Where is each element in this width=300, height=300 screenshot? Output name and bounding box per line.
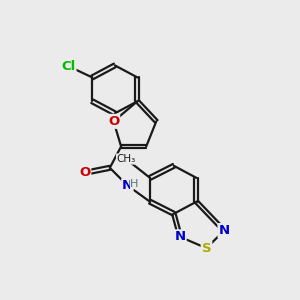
Text: Cl: Cl bbox=[61, 60, 76, 73]
Text: O: O bbox=[108, 115, 119, 128]
Text: N: N bbox=[218, 224, 230, 237]
Text: N: N bbox=[175, 230, 186, 243]
Text: H: H bbox=[130, 179, 139, 189]
Text: O: O bbox=[79, 166, 90, 179]
Text: N: N bbox=[122, 179, 133, 192]
Text: CH₃: CH₃ bbox=[116, 154, 136, 164]
Text: S: S bbox=[202, 242, 211, 255]
